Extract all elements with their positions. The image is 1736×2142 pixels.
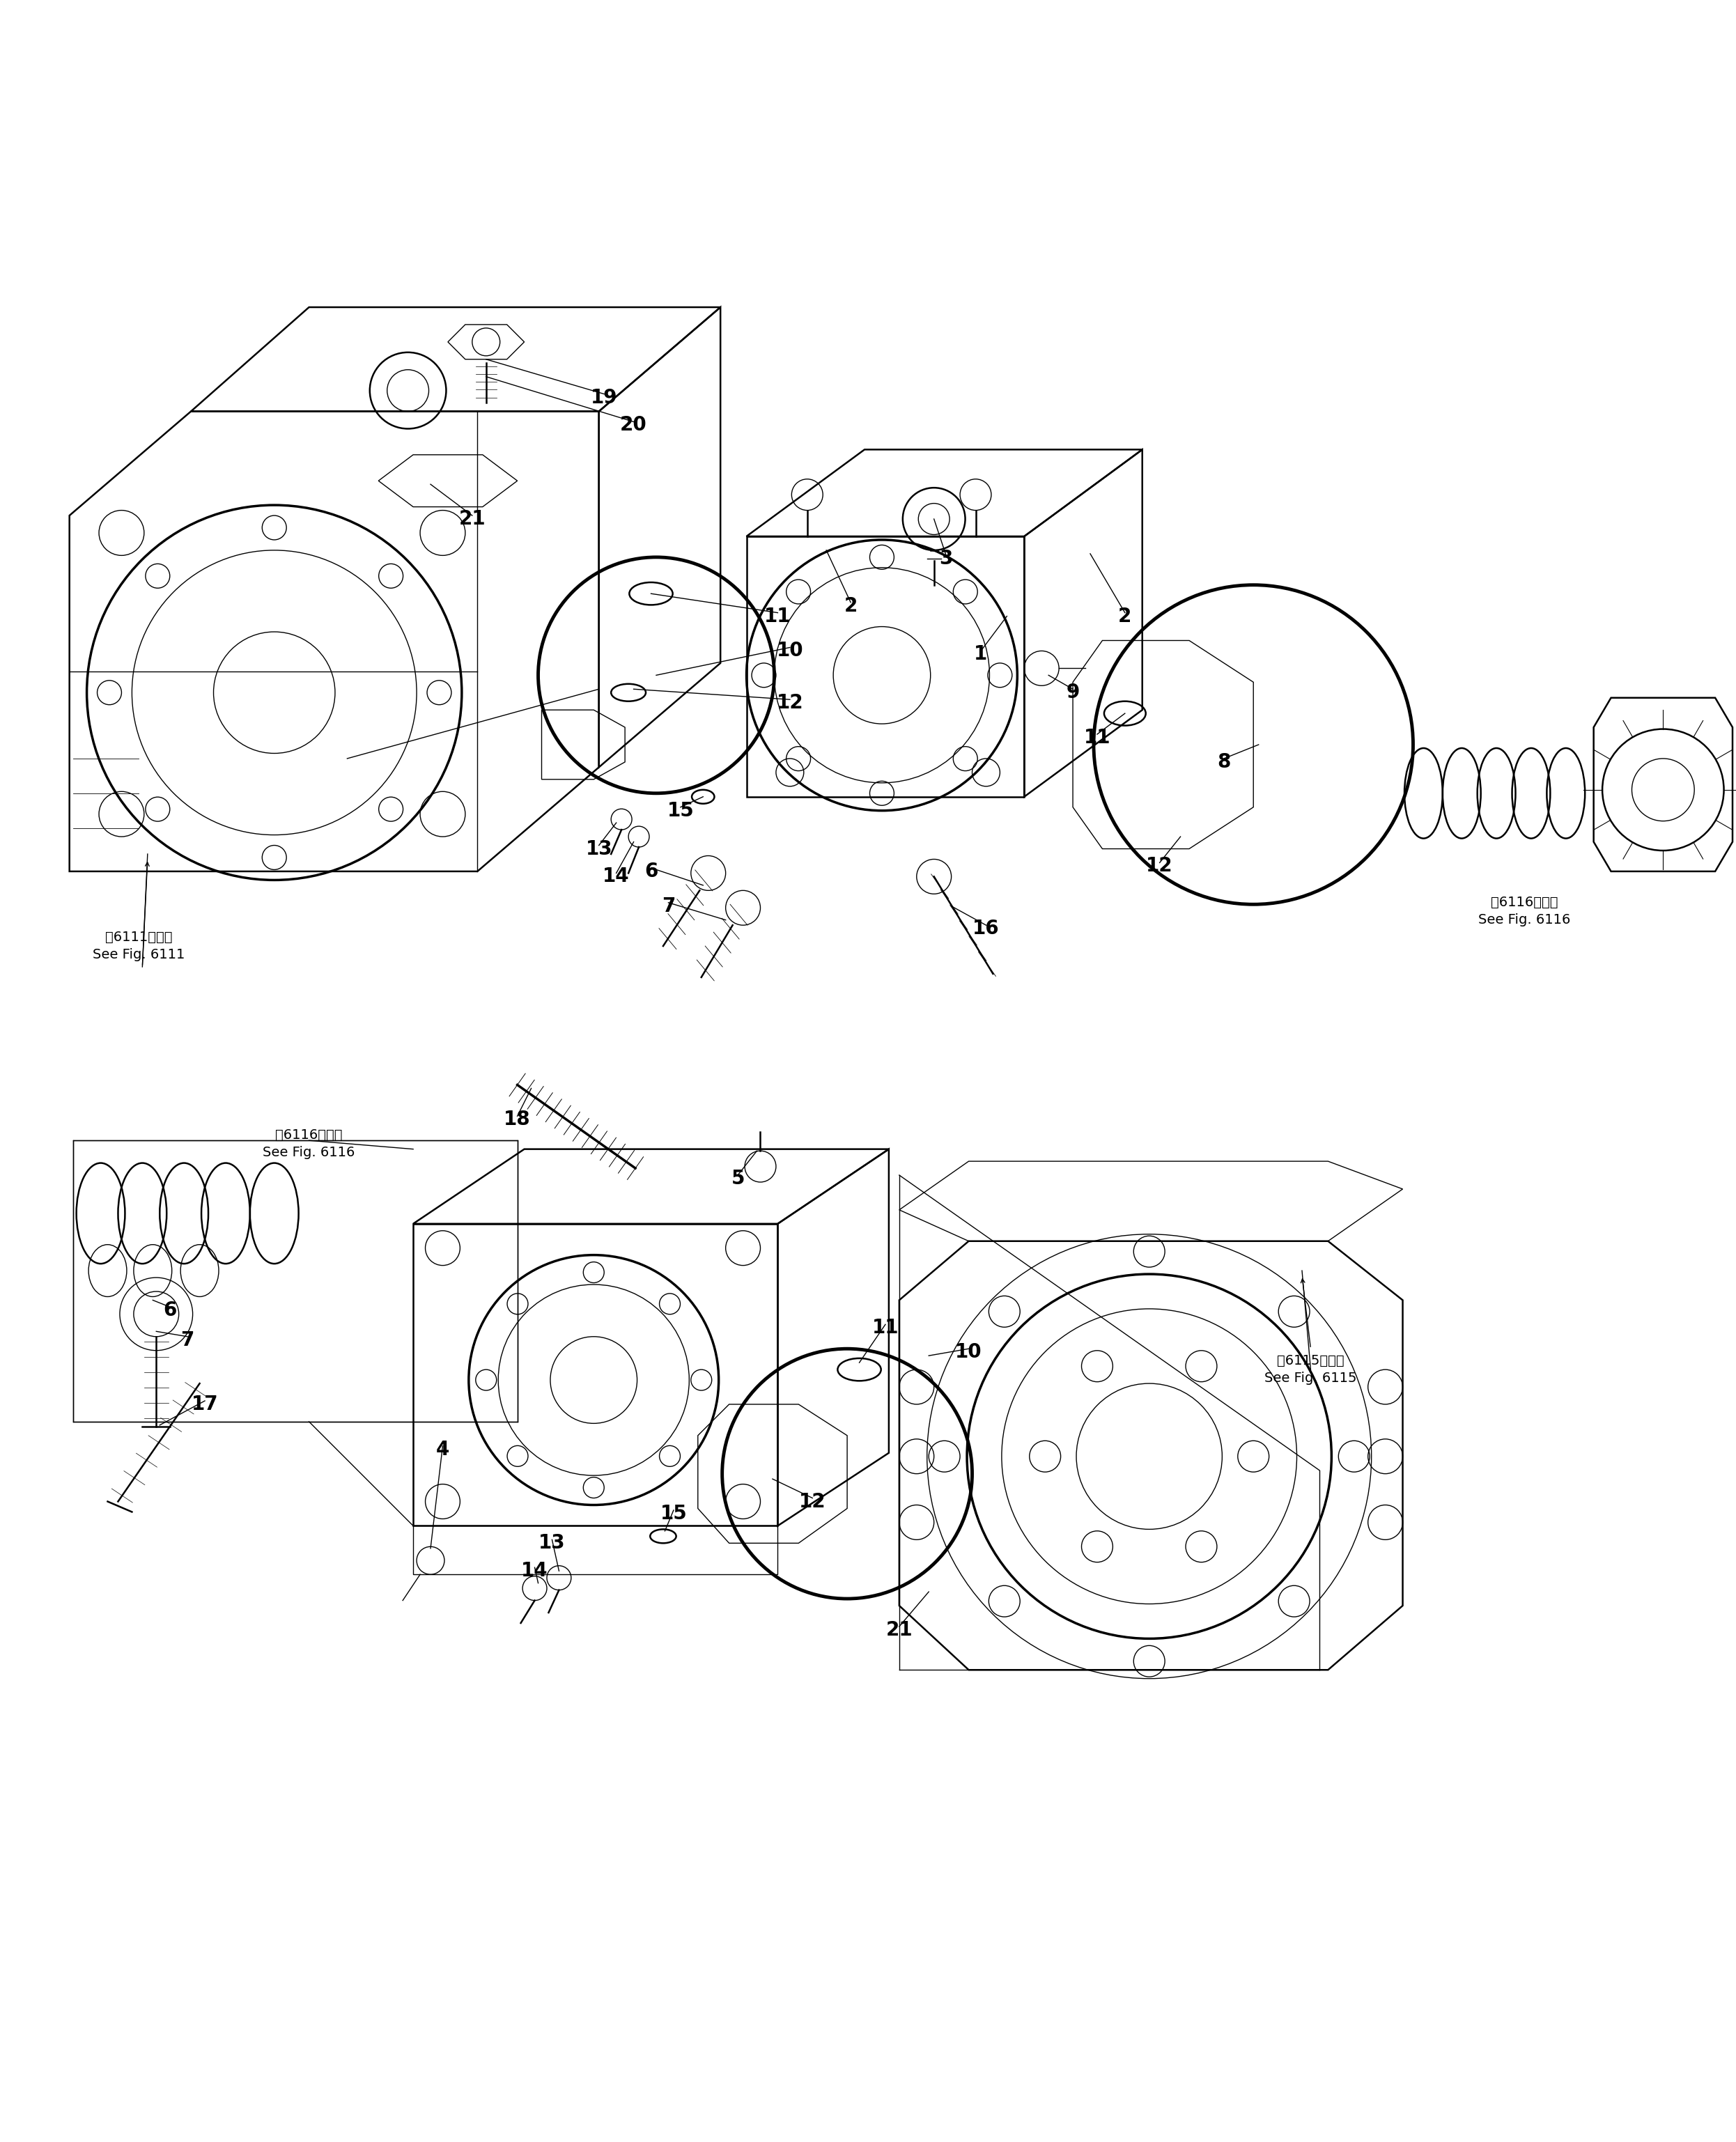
Text: 2: 2 <box>844 595 858 615</box>
Text: 11: 11 <box>871 1317 899 1337</box>
Text: 6: 6 <box>163 1300 177 1319</box>
Text: 4: 4 <box>436 1439 450 1459</box>
Text: 13: 13 <box>538 1534 566 1553</box>
Text: 15: 15 <box>667 801 694 820</box>
Text: 第6116図参照
See Fig. 6116: 第6116図参照 See Fig. 6116 <box>1477 895 1571 927</box>
Text: 第6111図参照
See Fig. 6111: 第6111図参照 See Fig. 6111 <box>92 930 186 962</box>
Text: 15: 15 <box>660 1504 687 1523</box>
Text: 7: 7 <box>181 1330 194 1349</box>
Text: 21: 21 <box>458 510 486 529</box>
Text: 6: 6 <box>644 861 658 880</box>
Text: 12: 12 <box>1146 857 1174 876</box>
Text: 8: 8 <box>1217 752 1231 771</box>
Text: 14: 14 <box>521 1562 549 1581</box>
Text: 11: 11 <box>1083 728 1111 748</box>
Text: 16: 16 <box>972 919 1000 938</box>
Text: 21: 21 <box>885 1619 913 1641</box>
Text: 12: 12 <box>799 1491 826 1512</box>
Text: 20: 20 <box>620 416 648 435</box>
Text: 10: 10 <box>776 640 804 660</box>
Text: 10: 10 <box>955 1343 983 1362</box>
Text: 第6115図参照
See Fig. 6115: 第6115図参照 See Fig. 6115 <box>1264 1354 1358 1386</box>
Text: 1: 1 <box>974 645 988 664</box>
Text: 5: 5 <box>731 1170 745 1189</box>
Text: 18: 18 <box>503 1110 531 1129</box>
Text: 9: 9 <box>1066 683 1080 703</box>
Text: 14: 14 <box>602 868 630 887</box>
Text: 17: 17 <box>191 1394 219 1414</box>
Text: 11: 11 <box>764 606 792 625</box>
Text: 3: 3 <box>939 548 953 568</box>
Text: 19: 19 <box>590 388 618 407</box>
Text: 12: 12 <box>776 694 804 713</box>
Text: 13: 13 <box>585 840 613 859</box>
Text: 2: 2 <box>1118 606 1132 625</box>
Text: 7: 7 <box>661 895 675 917</box>
Text: 第6116図参照
See Fig. 6116: 第6116図参照 See Fig. 6116 <box>262 1129 356 1159</box>
